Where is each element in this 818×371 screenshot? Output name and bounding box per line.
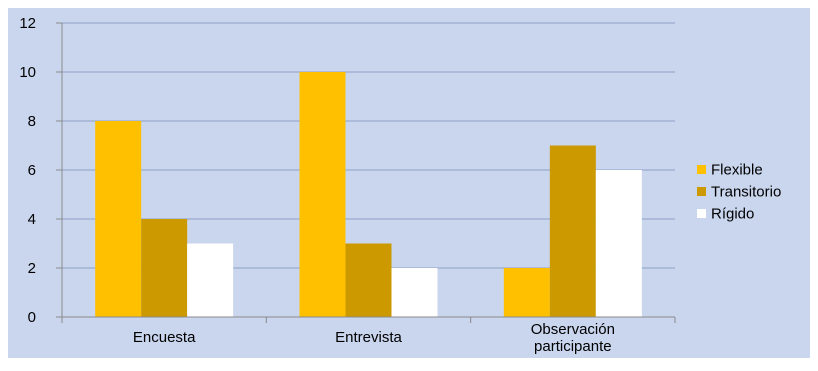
- x-tick-label: Observación participante: [531, 321, 615, 355]
- y-tick-label: 4: [28, 211, 36, 228]
- x-tick-label: Entrevista: [335, 329, 402, 346]
- y-tick-label: 12: [19, 15, 36, 32]
- axes: [61, 23, 676, 323]
- x-tick-label-line: Encuesta: [133, 329, 196, 346]
- y-tick-label: 2: [28, 260, 36, 277]
- bar: [95, 121, 142, 317]
- bar: [503, 268, 550, 317]
- y-tick-label: 6: [28, 162, 36, 179]
- bar: [141, 219, 188, 317]
- y-tick-label: 0: [28, 309, 36, 326]
- x-tick-label: Encuesta: [133, 329, 196, 346]
- legend-label: Transitorio: [711, 184, 781, 201]
- bar: [595, 170, 642, 317]
- bar: [549, 145, 596, 317]
- bar: [187, 243, 234, 317]
- bars: [95, 72, 642, 317]
- y-tick-label: 8: [28, 113, 36, 130]
- y-tick-label: 10: [19, 64, 36, 81]
- bar: [299, 72, 346, 317]
- bar: [391, 268, 438, 317]
- x-tick-labels: Encuesta Entrevista Observación participant…: [133, 321, 615, 355]
- x-tick-label-line: Entrevista: [335, 329, 402, 346]
- legend-label: Rígido: [711, 206, 754, 223]
- legend-swatch: [697, 187, 706, 196]
- x-tick-label-line: participante: [534, 338, 612, 355]
- bar: [345, 243, 392, 317]
- y-tick-labels: 0 2 4 6 8 10 12: [19, 15, 36, 326]
- legend-label: Flexible: [711, 162, 763, 179]
- legend-swatch: [697, 209, 706, 218]
- x-tick-label-line: Observación: [531, 321, 615, 338]
- legend: Flexible Transitorio Rígido: [697, 162, 781, 223]
- legend-swatch: [697, 165, 706, 174]
